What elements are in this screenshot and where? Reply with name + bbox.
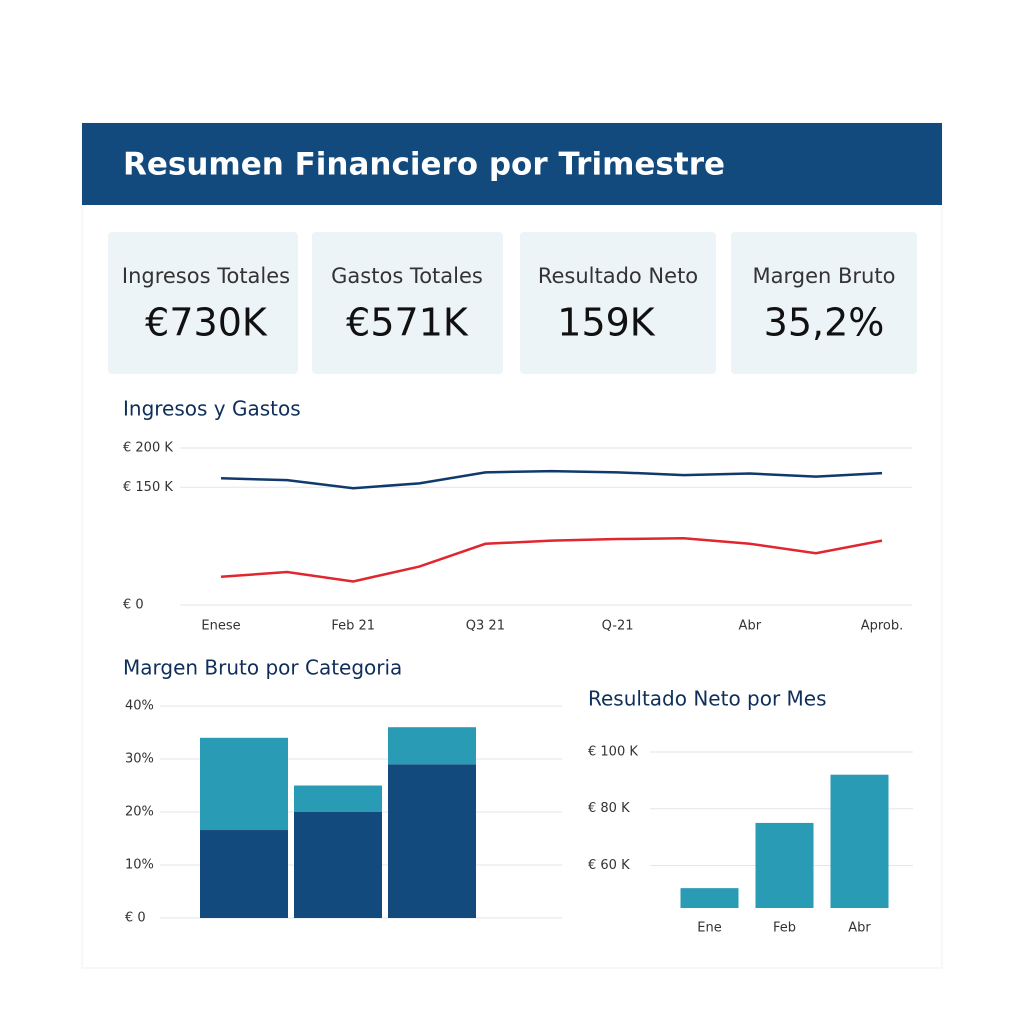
bar [294, 785, 382, 812]
line [220, 537, 883, 583]
y-tick-label: € 60 K [588, 858, 630, 873]
kpi-card [108, 232, 298, 374]
kpi-label: Margen Bruto [753, 264, 896, 288]
x-tick-label: Q-21 [602, 619, 634, 634]
y-tick-label: 10% [125, 858, 154, 873]
bar [388, 764, 476, 918]
x-tick-label: Feb [773, 921, 796, 936]
kpi-label: Resultado Neto [538, 264, 698, 288]
y-tick-label: € 0 [125, 911, 146, 926]
kpi-label: Gastos Totales [331, 264, 483, 288]
chart-title: Resultado Neto por Mes [588, 687, 827, 711]
y-tick-label: 40% [125, 699, 154, 714]
x-tick-label: Q3 21 [466, 619, 505, 634]
bar [755, 822, 814, 908]
kpi-card [312, 232, 503, 374]
x-tick-label: Enese [201, 619, 240, 634]
chart-title: Margen Bruto por Categoria [123, 656, 402, 680]
x-tick-label: Aprob. [861, 619, 904, 634]
bar [200, 737, 288, 831]
kpi-card [731, 232, 917, 374]
y-tick-label: € 0 [123, 598, 144, 613]
header-title: Resumen Financiero por Trimestre [123, 147, 725, 183]
header-bar [82, 123, 942, 205]
bar [200, 830, 288, 918]
kpi-card [520, 232, 716, 374]
bar [294, 812, 382, 918]
x-tick-label: Feb 21 [331, 619, 375, 634]
y-tick-label: € 200 K [123, 441, 173, 456]
y-tick-label: 20% [125, 805, 154, 820]
kpi-value: €571K [346, 301, 469, 345]
x-tick-label: Abr [848, 921, 871, 936]
bar [388, 727, 476, 765]
kpi-value: 159K [557, 301, 656, 345]
kpi-value: €730K [145, 301, 268, 345]
x-tick-label: Ene [697, 921, 721, 936]
chart-title: Ingresos y Gastos [123, 397, 301, 421]
y-tick-label: € 80 K [588, 801, 630, 816]
bar [680, 888, 739, 908]
bar [830, 774, 889, 908]
x-tick-label: Abr [739, 619, 762, 634]
kpi-value: 35,2% [764, 301, 885, 345]
y-tick-label: € 100 K [588, 745, 638, 760]
y-tick-label: 30% [125, 752, 154, 767]
y-tick-label: € 150 K [123, 480, 173, 495]
line [220, 469, 883, 490]
kpi-label: Ingresos Totales [122, 264, 290, 288]
